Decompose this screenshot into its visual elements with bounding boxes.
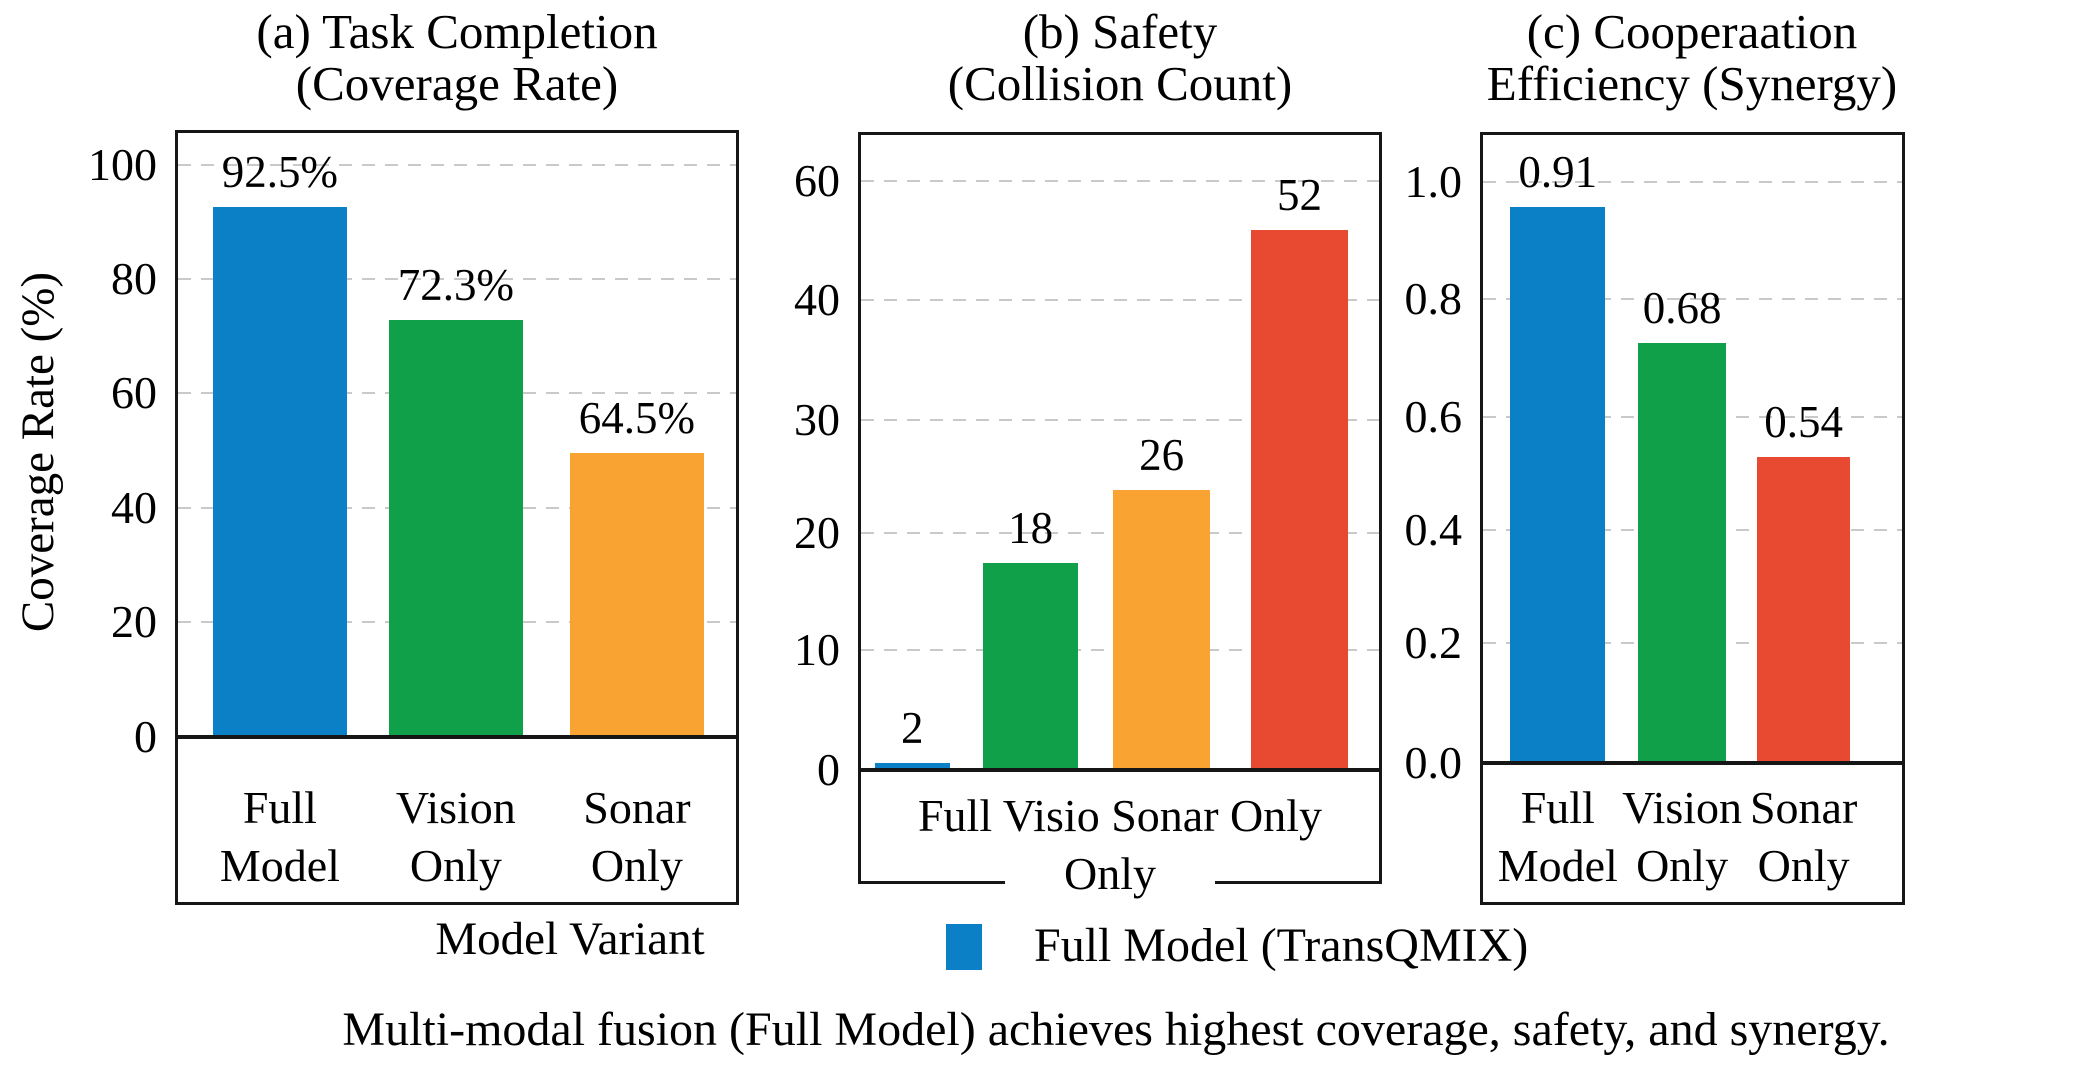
value-label-c-0: 0.91 <box>1518 147 1598 197</box>
y-tick-b-30: 30 <box>794 393 840 445</box>
y-tick-a-20: 20 <box>111 595 157 647</box>
x-label-a-2-line1: Only <box>590 840 683 891</box>
y-tick-c-0.6: 0.6 <box>1404 391 1463 443</box>
y-tick-c-0.8: 0.8 <box>1404 273 1463 325</box>
y-tick-b-40: 40 <box>794 273 840 325</box>
value-label-c-2: 0.54 <box>1764 397 1843 447</box>
x-label-c-2-line0: Sonar <box>1749 782 1858 833</box>
gridline-a-1 <box>178 277 736 280</box>
panel-c-title-line1: (c) Cooperaation <box>1526 4 1858 59</box>
x-axis-line-a <box>175 735 739 739</box>
y-tick-a-60: 60 <box>111 366 157 418</box>
panel-a-plot-area <box>175 130 739 905</box>
value-label-b-2: 26 <box>1139 430 1185 480</box>
bar-b-1 <box>983 563 1079 770</box>
panel-c-title-line2: Efficiency (Synergy) <box>1486 56 1898 111</box>
y-tick-c-0.2: 0.2 <box>1404 617 1463 669</box>
gridline-a-0 <box>178 164 736 167</box>
bar-c-1 <box>1638 343 1727 763</box>
bar-a-2 <box>569 453 705 737</box>
y-tick-b-20: 20 <box>794 507 840 559</box>
gridline-b-1 <box>861 298 1379 301</box>
value-label-c-1: 0.68 <box>1642 283 1722 333</box>
y-tick-b-0: 0 <box>817 744 840 795</box>
x-label-c-2-line1: Only <box>1757 840 1850 891</box>
y-tick-b-10: 10 <box>794 624 840 676</box>
x-axis-line-c <box>1480 761 1905 765</box>
x-label-a-0-line0: Full <box>242 782 317 833</box>
gridline-b-2 <box>861 418 1379 421</box>
y-tick-a-100: 100 <box>88 139 157 191</box>
bar-a-1 <box>388 320 523 737</box>
value-label-a-2: 64.5% <box>578 393 696 443</box>
value-label-b-0: 2 <box>900 703 924 753</box>
value-label-b-1: 18 <box>1008 503 1054 553</box>
value-label-a-0: 92.5% <box>221 147 339 197</box>
panel-b-title-line2: (Collision Count) <box>947 56 1293 111</box>
panel-a-title-line1: (a) Task Completion <box>256 4 658 59</box>
x-label-a-1-line0: Vision <box>395 782 516 833</box>
gridline-c-0 <box>1483 180 1902 183</box>
x-label-a-2-line0: Sonar <box>583 782 691 833</box>
gridline-b-0 <box>861 180 1379 183</box>
x-label-a-1-line1: Only <box>409 840 502 891</box>
y-tick-c-0.4: 0.4 <box>1404 504 1463 556</box>
bar-a-0 <box>212 207 347 737</box>
x-label-c-0-line1: Model <box>1497 840 1618 891</box>
figure-caption: Multi-modal fusion (Full Model) achieves… <box>342 1003 1890 1056</box>
bar-b-3 <box>1251 230 1348 770</box>
x-axis-title: Model Variant <box>435 913 705 965</box>
gridline-c-1 <box>1483 298 1902 301</box>
bar-c-0 <box>1510 207 1606 763</box>
bar-b-0 <box>874 763 950 770</box>
y-tick-b-60: 60 <box>794 155 840 207</box>
x-axis-line-b <box>858 768 1382 772</box>
legend-label: Full Model (TransQMIX) <box>1034 919 1529 972</box>
x-label-b-line1: Full Visio Sonar Only <box>917 790 1323 841</box>
y-tick-c-0.0: 0.0 <box>1404 737 1463 788</box>
x-label-c-1-line0: Vision <box>1622 782 1743 833</box>
bar-c-2 <box>1757 457 1851 763</box>
x-label-b-line2: Only <box>1005 848 1215 900</box>
y-tick-a-40: 40 <box>111 482 157 534</box>
value-label-b-3: 52 <box>1276 170 1322 220</box>
value-label-a-1: 72.3% <box>397 260 514 310</box>
x-label-a-0-line1: Model <box>219 840 340 891</box>
y-axis-label: Coverage Rate (%) <box>12 271 64 633</box>
y-tick-a-0: 0 <box>134 711 157 762</box>
legend-color-swatch <box>946 924 982 970</box>
panel-a-title-line2: (Coverage Rate) <box>295 56 619 111</box>
panel-b-title-line1: (b) Safety <box>1022 4 1218 59</box>
bar-b-2 <box>1113 490 1211 770</box>
y-tick-a-80: 80 <box>111 252 157 304</box>
x-label-c-0-line0: Full <box>1520 782 1595 833</box>
y-tick-c-1.0: 1.0 <box>1404 155 1463 207</box>
panel-c-plot-area <box>1480 132 1905 905</box>
x-label-c-1-line1: Only <box>1636 840 1729 891</box>
